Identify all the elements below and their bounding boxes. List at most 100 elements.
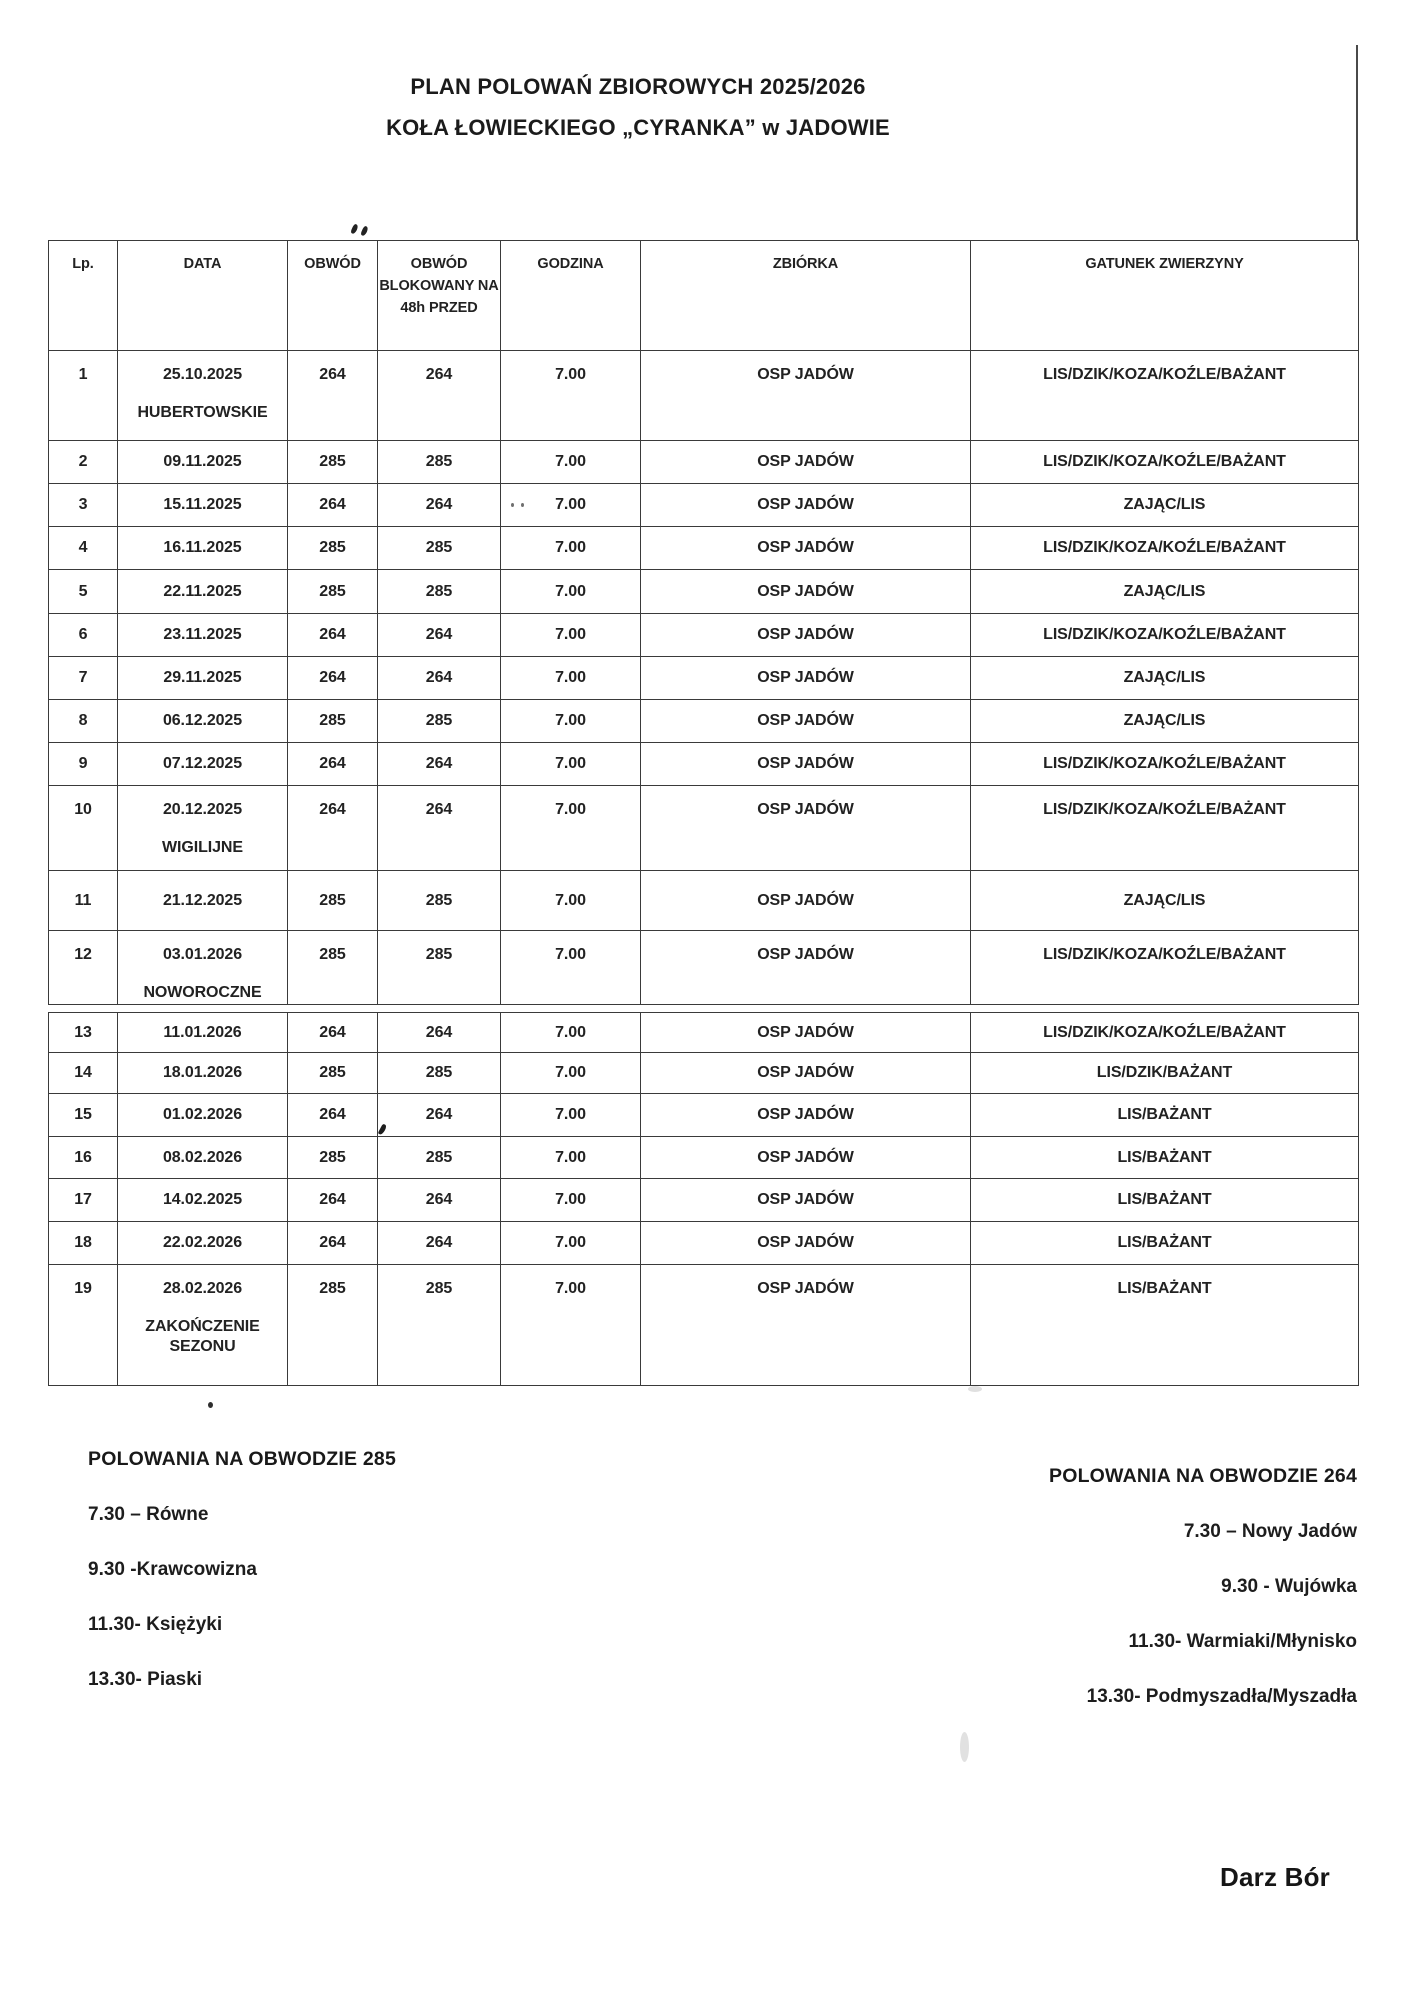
cell-date: 28.02.2026 ZAKOŃCZENIE SEZONU xyxy=(117,1264,288,1386)
meeting-point-item: 7.30 – Równe xyxy=(88,1504,209,1525)
cell-obwod: 264 xyxy=(287,1012,378,1053)
cell-zbiorka: OSP JADÓW xyxy=(640,1178,971,1222)
hunting-plan-table-lower: 13 11.01.2026 264 264 7.00 OSP JADÓW LIS/DZIK/… xyxy=(48,1012,1359,1386)
date-text: 28.02.2026 xyxy=(162,1280,243,1297)
cell-lp: 9 xyxy=(48,742,118,786)
cell-zbiorka: OSP JADÓW xyxy=(640,785,971,871)
cell-date: 03.01.2026 NOWOROCZNE xyxy=(117,930,288,1005)
cell-zbiorka: OSP JADÓW xyxy=(640,656,971,700)
table-row: 12 03.01.2026 NOWOROCZNE 285 285 7.00 OSP JADÓ… xyxy=(48,930,1359,1005)
cell-lp: 14 xyxy=(48,1052,118,1094)
cell-zbiorka: OSP JADÓW xyxy=(640,440,971,484)
cell-obwod: 264 xyxy=(287,1178,378,1222)
cell-obwod: 264 xyxy=(287,1221,378,1265)
table-row: 14 18.01.2026 285 285 7.00 OSP JADÓW LIS/DZIK/… xyxy=(48,1052,1359,1094)
header-obwod-blokowany: OBWÓD BLOKOWANY NA 48h PRZED xyxy=(377,240,501,351)
cell-godzina: 7.00 xyxy=(500,930,641,1005)
cell-date: 08.02.2026 xyxy=(117,1136,288,1179)
meeting-point-item: 9.30 -Krawcowizna xyxy=(88,1559,257,1580)
cell-godzina: 7.00 xyxy=(500,870,641,931)
cell-lp: 2 xyxy=(48,440,118,484)
hunting-plan-table-upper: Lp. DATA OBWÓD OBWÓD BLOKOWANY NA 48h PR… xyxy=(48,240,1359,1005)
cell-date: 20.12.2025 WIGILIJNE xyxy=(117,785,288,871)
header-zbiorka: ZBIÓRKA xyxy=(640,240,971,351)
table-row: 15 01.02.2026 264 264 7.00 OSP JADÓW LIS/BAŻAN… xyxy=(48,1093,1359,1137)
page-title-line1: PLAN POLOWAŃ ZBIOROWYCH 2025/2026 xyxy=(410,74,866,99)
cell-zbiorka: OSP JADÓW xyxy=(640,350,971,441)
cell-zbiorka: OSP JADÓW xyxy=(640,1093,971,1137)
cell-lp: 16 xyxy=(48,1136,118,1179)
date-text: 20.12.2025 xyxy=(162,801,243,818)
cell-zbiorka: OSP JADÓW xyxy=(640,930,971,1005)
cell-zbiorka: OSP JADÓW xyxy=(640,742,971,786)
cell-lp: 5 xyxy=(48,569,118,614)
cell-date: 21.12.2025 xyxy=(117,870,288,931)
cell-gatunek: LIS/BAŻANT xyxy=(970,1093,1359,1137)
table-row: 5 22.11.2025 285 285 7.00 OSP JADÓW ZAJĄC/LIS xyxy=(48,569,1359,614)
scan-smudge-artifact xyxy=(960,1732,969,1762)
cell-gatunek: LIS/BAŻANT xyxy=(970,1264,1359,1386)
cell-lp: 11 xyxy=(48,870,118,931)
header-obwod: OBWÓD xyxy=(287,240,378,351)
page-edge-scan-line xyxy=(1356,45,1358,241)
cell-gatunek: LIS/DZIK/KOZA/KOŹLE/BAŻANT xyxy=(970,930,1359,1005)
cell-date: 22.02.2026 xyxy=(117,1221,288,1265)
table-row: 8 06.12.2025 285 285 7.00 OSP JADÓW ZAJĄC/LIS xyxy=(48,699,1359,743)
cell-godzina: 7.00 xyxy=(500,1093,641,1137)
cell-gatunek: LIS/BAŻANT xyxy=(970,1178,1359,1222)
cell-godzina: 7.00 xyxy=(500,1136,641,1179)
cell-gatunek: LIS/DZIK/KOZA/KOŹLE/BAŻANT xyxy=(970,785,1359,871)
table-row: 17 14.02.2025 264 264 7.00 OSP JADÓW LIS/BAŻAN… xyxy=(48,1178,1359,1222)
table-row: 9 07.12.2025 264 264 7.00 OSP JADÓW LIS/DZIK/K… xyxy=(48,742,1359,786)
cell-obwod: 285 xyxy=(287,699,378,743)
cell-date: 09.11.2025 xyxy=(117,440,288,484)
cell-gatunek: ZAJĄC/LIS xyxy=(970,483,1359,527)
table-header-row: Lp. DATA OBWÓD OBWÓD BLOKOWANY NA 48h PR… xyxy=(48,240,1359,351)
ink-mark-artifact xyxy=(360,225,369,237)
cell-obwod: 264 xyxy=(287,785,378,871)
cell-obwod: 264 xyxy=(287,613,378,657)
cell-godzina: 7.00 xyxy=(500,526,641,570)
cell-date: 25.10.2025 HUBERTOWSKIE xyxy=(117,350,288,441)
table-row: 11 21.12.2025 285 285 7.00 OSP JADÓW ZAJĄC/LIS xyxy=(48,870,1359,931)
cell-obwod: 264 xyxy=(287,350,378,441)
table-row: 1 25.10.2025 HUBERTOWSKIE 264 264 7.00 OSP JAD… xyxy=(48,350,1359,441)
meeting-point-item: 7.30 – Nowy Jadów xyxy=(1183,1521,1357,1542)
cell-obwod-blokowany: 285 xyxy=(377,870,501,931)
cell-obwod-blokowany: 264 xyxy=(377,1093,501,1137)
cell-obwod: 285 xyxy=(287,1264,378,1386)
header-gatunek: GATUNEK ZWIERZYNY xyxy=(970,240,1359,351)
cell-obwod-blokowany: 264 xyxy=(377,1178,501,1222)
section-obwod-264: POLOWANIA NA OBWODZIE 264 7.30 – Nowy Ja… xyxy=(1049,1465,1357,1708)
date-text: 25.10.2025 xyxy=(162,366,243,383)
cell-obwod: 285 xyxy=(287,526,378,570)
cell-gatunek: ZAJĄC/LIS xyxy=(970,656,1359,700)
cell-gatunek: LIS/DZIK/BAŻANT xyxy=(970,1052,1359,1094)
cell-lp: 3 xyxy=(48,483,118,527)
cell-godzina: 7.00 xyxy=(500,440,641,484)
cell-obwod-blokowany: 264 xyxy=(377,785,501,871)
cell-obwod: 264 xyxy=(287,1093,378,1137)
cell-godzina: 7.00 xyxy=(500,656,641,700)
meeting-point-item: 13.30- Piaski xyxy=(88,1669,203,1690)
cell-obwod: 285 xyxy=(287,930,378,1005)
cell-obwod-blokowany: 285 xyxy=(377,569,501,614)
table-row: 4 16.11.2025 285 285 7.00 OSP JADÓW LIS/DZIK/K… xyxy=(48,526,1359,570)
cell-lp: 15 xyxy=(48,1093,118,1137)
cell-date: 23.11.2025 xyxy=(117,613,288,657)
cell-gatunek: LIS/DZIK/KOZA/KOŹLE/BAŻANT xyxy=(970,742,1359,786)
cell-godzina: 7.00 xyxy=(500,483,641,527)
cell-obwod-blokowany: 264 xyxy=(377,613,501,657)
cell-zbiorka: OSP JADÓW xyxy=(640,1012,971,1053)
cell-lp: 12 xyxy=(48,930,118,1005)
cell-godzina: 7.00 xyxy=(500,1178,641,1222)
section-heading-264: POLOWANIA NA OBWODZIE 264 xyxy=(1049,1465,1357,1487)
cell-godzina: 7.00 xyxy=(500,699,641,743)
event-note: NOWOROCZNE xyxy=(143,984,262,1001)
page-title-line2: KOŁA ŁOWIECKIEGO „CYRANKA” w JADOWIE xyxy=(386,115,890,140)
cell-date: 14.02.2025 xyxy=(117,1178,288,1222)
cell-godzina: 7.00 xyxy=(500,742,641,786)
cell-date: 16.11.2025 xyxy=(117,526,288,570)
cell-obwod-blokowany: 285 xyxy=(377,930,501,1005)
cell-date: 01.02.2026 xyxy=(117,1093,288,1137)
